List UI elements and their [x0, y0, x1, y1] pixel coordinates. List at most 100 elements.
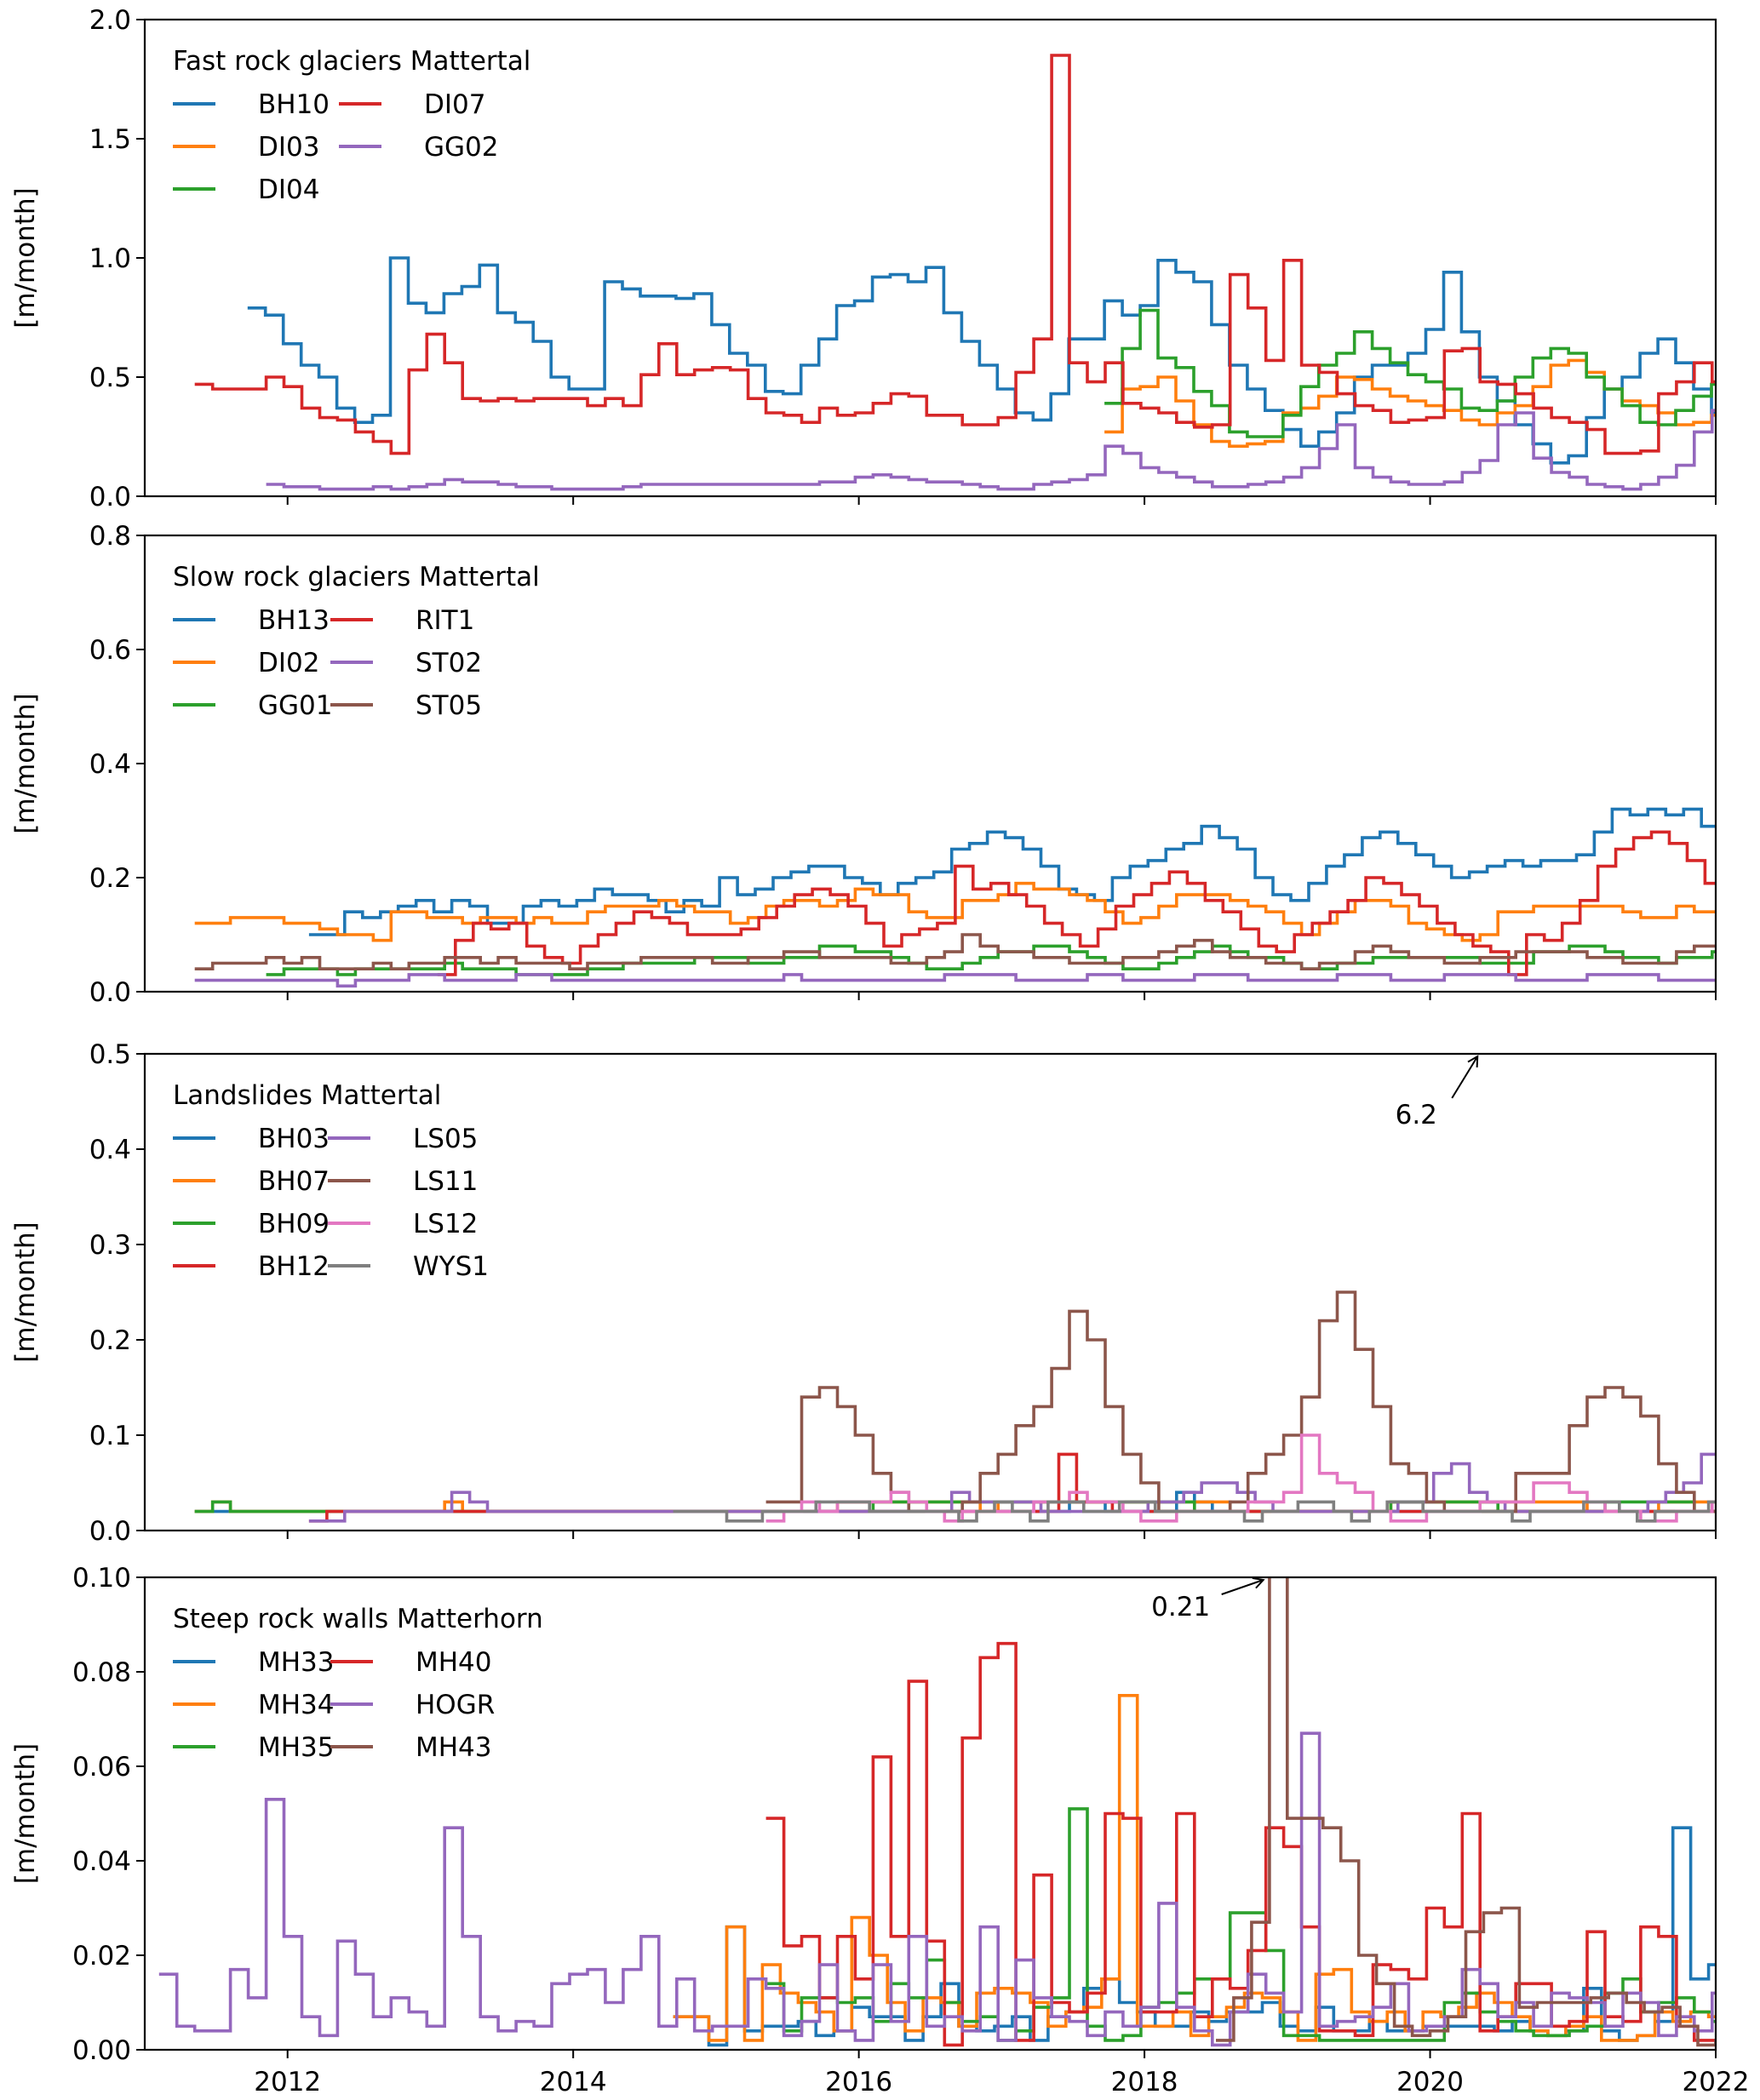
legend: Steep rock walls Matterhorn MH33 MH34 MH35 M… [173, 1604, 543, 1763]
x-tick-label: 2018 [1111, 2067, 1178, 2097]
legend-label: MH33 [258, 1647, 335, 1678]
legend: Fast rock glaciers Mattertal BH10 DI03 DI04… [173, 46, 530, 205]
series-line-bh13 [308, 807, 1716, 936]
legend-label: BH10 [258, 89, 330, 120]
y-tick-label: 0.04 [72, 1846, 131, 1877]
y-axis-label: [m/month] [10, 1222, 41, 1362]
y-axis-label: [m/month] [10, 187, 41, 328]
series-line-mh40 [765, 1641, 1716, 2047]
legend-item-di02: DI02 [173, 648, 319, 678]
y-tick-label: 0.02 [72, 1941, 131, 1971]
legend-item-bh10: BH10 [173, 89, 330, 120]
series-line-st02 [194, 973, 1716, 988]
y-tick-label: 0.4 [89, 749, 131, 780]
annotation: 6.2 [1396, 1055, 1479, 1130]
series-line-gg01 [266, 944, 1716, 976]
series-line-di07 [194, 54, 1716, 455]
legend-label: LS12 [413, 1209, 478, 1239]
x-tick-label: 2012 [254, 2067, 321, 2097]
legend-item-mh35: MH35 [173, 1732, 335, 1763]
y-tick-label: 2.0 [89, 5, 131, 36]
y-tick-label: 0.5 [89, 363, 131, 393]
series-line-st05 [194, 933, 1716, 970]
series-line-di04 [1104, 308, 1716, 438]
series-line-gg02 [266, 409, 1716, 491]
axes-frame [143, 1052, 1717, 1532]
legend-title: Fast rock glaciers Mattertal [173, 46, 530, 77]
legend-item-di07: DI07 [339, 89, 485, 120]
series-group [194, 1290, 1716, 1523]
y-tick-label: 1.0 [89, 243, 131, 274]
axes-frame [143, 534, 1717, 993]
y-tick-label: 1.5 [89, 124, 131, 155]
series-group [194, 807, 1716, 988]
y-tick-label: 0.5 [89, 1039, 131, 1070]
y-tick-label: 0.10 [72, 1563, 131, 1594]
arrow-head-icon [1252, 1576, 1265, 1589]
series-line-ls05 [308, 1452, 1716, 1523]
legend-label: LS05 [413, 1124, 478, 1154]
legend-label: BH07 [258, 1166, 330, 1197]
legend-item-mh43: MH43 [330, 1732, 492, 1763]
series-group [194, 54, 1716, 491]
legend-item-bh03: BH03 [173, 1124, 330, 1154]
x-tick-label: 2020 [1396, 2067, 1464, 2097]
series-line-wys1 [673, 1500, 1716, 1523]
legend-item-mh40: MH40 [330, 1647, 492, 1678]
legend: Slow rock glaciers Mattertal BH13 DI02 GG01… [173, 562, 540, 721]
panels: 0.0 0.5 1.0 1.5 2.0 [m/month] Fast rock glacie… [10, 5, 1749, 2097]
legend-item-rit1: RIT1 [330, 605, 474, 636]
legend-label: BH03 [258, 1124, 330, 1154]
x-tick-label: 2016 [825, 2067, 892, 2097]
legend-item-ls12: LS12 [328, 1209, 478, 1239]
y-tick-label: 0.4 [89, 1135, 131, 1165]
legend-label: MH35 [258, 1732, 335, 1763]
legend-label: DI07 [424, 89, 485, 120]
arrow-head-icon [1467, 1055, 1479, 1068]
y-tick-label: 0.1 [89, 1421, 131, 1451]
annotation-arrow [1451, 1056, 1479, 1099]
y-tick-label: 0.0 [89, 482, 131, 512]
legend-label: WYS1 [413, 1251, 489, 1282]
legend-item-ls11: LS11 [328, 1166, 478, 1197]
legend-item-ls05: LS05 [328, 1124, 478, 1154]
annotation-label: 6.2 [1396, 1100, 1437, 1130]
y-tick-label: 0.8 [89, 521, 131, 552]
panel-2: 0.0 0.2 0.4 0.6 0.8 [m/month] Slow rock glacie… [10, 521, 1717, 1008]
legend-item-gg02: GG02 [339, 132, 499, 163]
legend-item-mh33: MH33 [173, 1647, 335, 1678]
series-line-mh34 [673, 1694, 1716, 2042]
y-axis-label: [m/month] [10, 693, 41, 833]
legend-item-wys1: WYS1 [328, 1251, 489, 1282]
legend-label: BH09 [258, 1209, 330, 1239]
annotation-label: 0.21 [1151, 1592, 1210, 1622]
legend-label: GG01 [258, 690, 333, 721]
series-line-bh03 [194, 1491, 1716, 1513]
panel-1: 0.0 0.5 1.0 1.5 2.0 [m/month] Fast rock glacie… [10, 5, 1717, 512]
series-line-mh43 [1216, 1577, 1716, 2047]
series-line-bh07 [194, 1500, 1716, 1513]
legend-label: ST05 [416, 690, 482, 721]
annotation-arrow [1221, 1579, 1264, 1595]
legend-item-st02: ST02 [330, 648, 482, 678]
legend-label: MH40 [416, 1647, 492, 1678]
series-line-di02 [194, 881, 1716, 942]
legend: Landslides Mattertal BH03 BH07 BH09 BH12 LS05… [173, 1080, 489, 1282]
legend-item-di04: DI04 [173, 175, 319, 205]
legend-item-hogr: HOGR [330, 1690, 495, 1720]
legend-item-bh09: BH09 [173, 1209, 330, 1239]
legend-item-bh12: BH12 [173, 1251, 330, 1282]
legend-title: Steep rock walls Matterhorn [173, 1604, 543, 1634]
legend-item-st05: ST05 [330, 690, 482, 721]
legend-label: HOGR [416, 1690, 495, 1720]
legend-label: RIT1 [416, 605, 474, 636]
legend-label: GG02 [424, 132, 499, 163]
series-line-ls12 [765, 1433, 1716, 1523]
legend-label: LS11 [413, 1166, 478, 1197]
legend-title: Slow rock glaciers Mattertal [173, 562, 540, 592]
y-tick-label: 0.3 [89, 1230, 131, 1261]
annotation: 0.21 [1151, 1576, 1265, 1622]
y-tick-label: 0.06 [72, 1752, 131, 1782]
legend-label: BH13 [258, 605, 330, 636]
